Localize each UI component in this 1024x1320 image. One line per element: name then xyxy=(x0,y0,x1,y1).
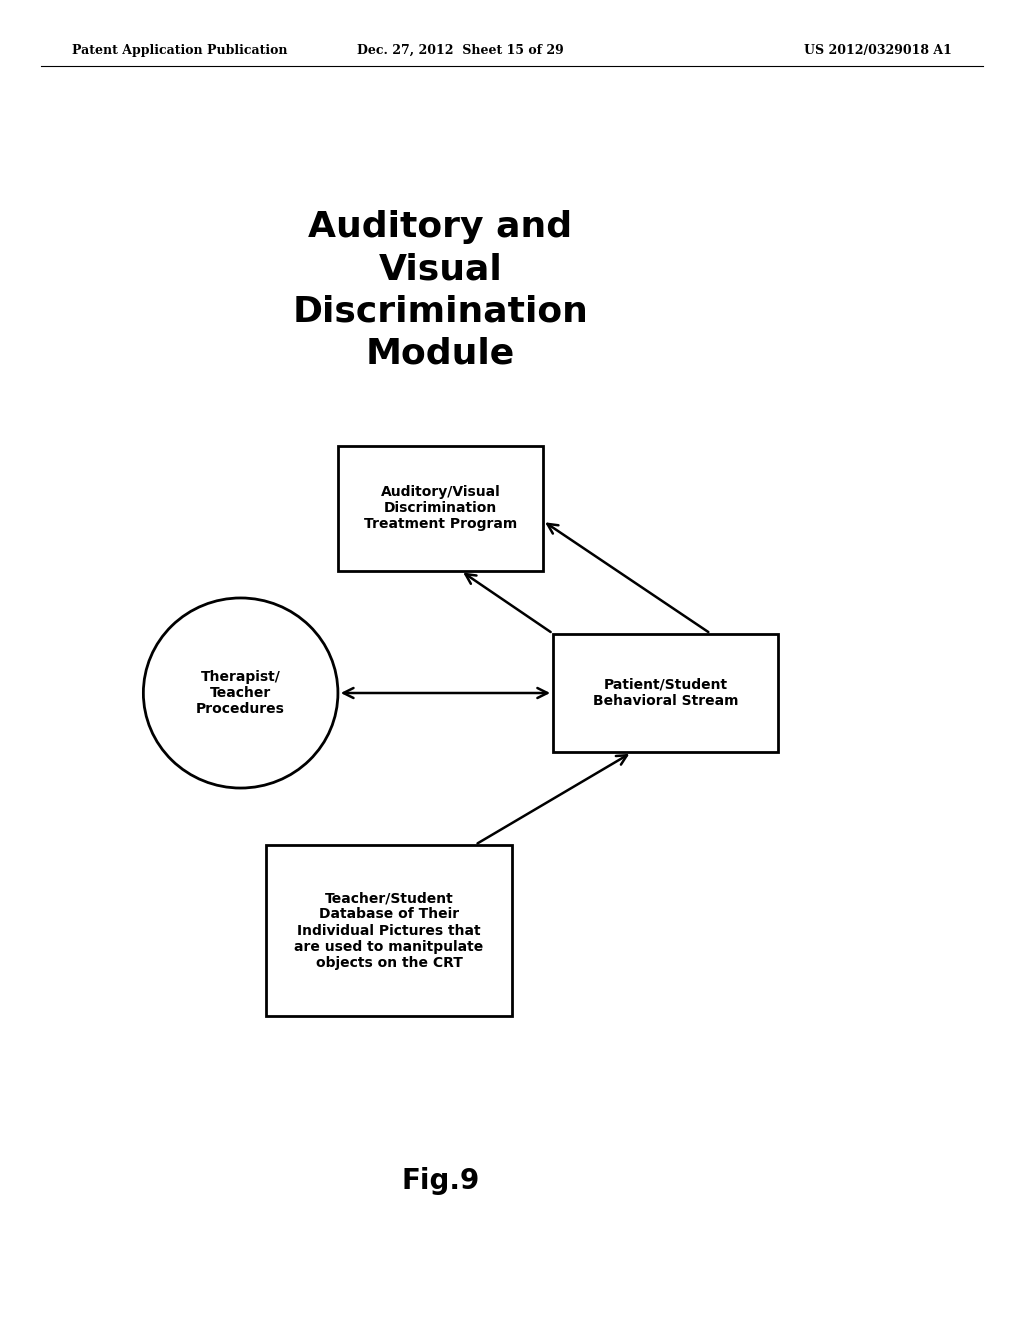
Text: Fig.9: Fig.9 xyxy=(401,1167,479,1196)
Text: Patient/Student
Behavioral Stream: Patient/Student Behavioral Stream xyxy=(593,678,738,708)
Text: Auditory/Visual
Discrimination
Treatment Program: Auditory/Visual Discrimination Treatment… xyxy=(364,484,517,532)
Text: Patent Application Publication: Patent Application Publication xyxy=(72,44,287,57)
Text: Therapist/
Teacher
Procedures: Therapist/ Teacher Procedures xyxy=(197,669,285,717)
Text: Teacher/Student
Database of Their
Individual Pictures that
are used to manitpula: Teacher/Student Database of Their Indivi… xyxy=(295,891,483,970)
FancyBboxPatch shape xyxy=(338,446,543,570)
Text: Dec. 27, 2012  Sheet 15 of 29: Dec. 27, 2012 Sheet 15 of 29 xyxy=(357,44,564,57)
FancyBboxPatch shape xyxy=(266,845,512,1016)
FancyBboxPatch shape xyxy=(553,634,778,752)
Text: US 2012/0329018 A1: US 2012/0329018 A1 xyxy=(805,44,952,57)
Text: Auditory and
Visual
Discrimination
Module: Auditory and Visual Discrimination Modul… xyxy=(293,210,588,371)
Ellipse shape xyxy=(143,598,338,788)
